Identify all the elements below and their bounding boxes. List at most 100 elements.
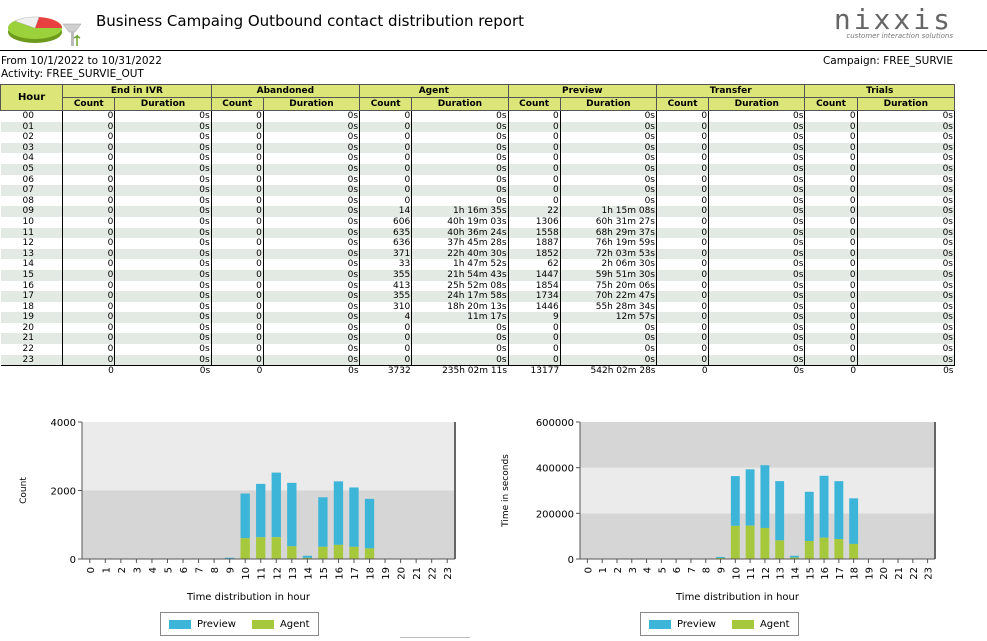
count-cell: 0 (804, 195, 858, 207)
count-cell: 636 (359, 238, 413, 249)
count-cell: 0 (656, 344, 710, 355)
duration-header: Duration (114, 97, 212, 111)
plot-band (580, 467, 935, 514)
duration-cell: 0s (263, 153, 361, 164)
duration-cell: 55h 28m 34s (560, 301, 657, 313)
duration-cell: 0s (114, 344, 212, 355)
count-cell: 310 (359, 301, 413, 313)
bar-agent (271, 537, 281, 559)
duration-cell: 0s (263, 322, 361, 334)
duration-cell: 22h 40m 30s (411, 248, 509, 260)
count-cell: 0 (62, 322, 116, 334)
x-tick-label: 21 (412, 567, 423, 580)
count-cell: 0 (211, 238, 264, 249)
total-cell: 0 (62, 365, 115, 377)
duration-cell: 25h 52m 08s (411, 280, 509, 292)
table-row: 16 0 0s 0 0s 413 25h 52m 08s 1854 75h 20m 06s 0 0s… (0, 280, 956, 292)
count-cell: 0 (211, 301, 264, 313)
table-row: 05 0 0s 0 0s 0 0s 0 0s 0 0s 0 0s (0, 163, 956, 175)
duration-cell: 40h 19m 03s (411, 216, 509, 228)
bar-agent (240, 538, 250, 559)
duration-cell: 0s (857, 132, 956, 143)
count-cell: 0 (508, 174, 561, 186)
count-cell: 0 (656, 227, 710, 239)
legend-item-preview: Preview (169, 619, 236, 630)
preview-swatch (169, 619, 191, 629)
count-cell: 0 (359, 163, 413, 175)
duration-cell: 0s (263, 259, 361, 270)
duration-cell: 24h 17m 58s (411, 291, 509, 302)
x-axis-label: Time distribution in hour (675, 592, 800, 603)
count-cell: 4 (359, 312, 413, 323)
count-cell: 635 (359, 227, 413, 239)
x-tick-label: 20 (397, 567, 408, 580)
total-cell: 0 (804, 365, 858, 377)
legend-item-preview: Preview (649, 619, 716, 630)
x-tick-label: 23 (924, 567, 935, 580)
count-cell: 0 (656, 110, 710, 122)
count-cell: 413 (359, 280, 413, 292)
count-cell: 0 (359, 322, 413, 334)
bar-agent (760, 527, 770, 559)
count-cell: 0 (656, 333, 710, 345)
x-tick-label: 10 (241, 567, 252, 580)
hour-cell: 10 (0, 216, 64, 228)
count-cell: 0 (804, 280, 858, 292)
duration-cell: 0s (857, 216, 956, 228)
group-header: Transfer (655, 84, 806, 98)
duration-cell: 0s (560, 110, 657, 122)
duration-cell: 0s (708, 269, 806, 281)
count-cell: 0 (804, 142, 858, 154)
count-cell: 0 (62, 110, 116, 122)
distribution-table: Hour End in IVR Abandoned Agent Preview Tran… (0, 84, 956, 377)
duration-cell: 0s (708, 142, 806, 154)
duration-cell: 0s (411, 354, 509, 366)
duration-header: Duration (856, 97, 956, 111)
count-cell: 0 (211, 121, 264, 133)
bar-preview (287, 482, 297, 547)
count-cell: 0 (62, 301, 116, 313)
bar-preview (730, 476, 740, 526)
group-header: Agent (359, 84, 509, 98)
y-tick-label: 4000 (51, 418, 76, 429)
duration-cell: 0s (857, 153, 956, 164)
x-tick-label: 2 (613, 567, 624, 573)
duration-cell: 0s (560, 153, 657, 164)
count-cell: 0 (508, 185, 561, 196)
x-tick-label: 10 (731, 567, 742, 580)
total-cell: 542h 02m 28s (560, 365, 657, 377)
duration-cell: 0s (708, 322, 806, 334)
duration-cell: 0s (708, 248, 806, 260)
hour-cell: 00 (0, 110, 64, 122)
duration-cell: 0s (114, 248, 212, 260)
duration-cell: 0s (857, 301, 956, 313)
count-cell: 0 (804, 163, 858, 175)
table-row: 02 0 0s 0 0s 0 0s 0 0s 0 0s 0 0s (0, 132, 956, 143)
y-tick-label: 0 (568, 555, 574, 566)
plot-band (82, 422, 455, 491)
duration-cell: 0s (857, 259, 956, 270)
count-cell: 0 (508, 132, 561, 143)
legend-item-agent: Agent (731, 619, 790, 630)
table-row: 20 0 0s 0 0s 0 0s 0 0s 0 0s 0 0s (0, 322, 956, 334)
table-row: 13 0 0s 0 0s 371 22h 40m 30s 1852 72h 03m 53s 0 0s… (0, 248, 956, 260)
duration-cell: 0s (114, 227, 212, 239)
duration-cell: 0s (857, 280, 956, 292)
table-row: 01 0 0s 0 0s 0 0s 0 0s 0 0s 0 0s (0, 121, 956, 133)
duration-cell: 0s (857, 142, 956, 154)
hour-cell: 22 (0, 344, 64, 355)
x-tick-label: 22 (428, 567, 439, 580)
duration-cell: 0s (263, 132, 361, 143)
legend-label-preview: Preview (677, 618, 716, 630)
hour-cell: 23 (0, 354, 64, 366)
count-cell: 0 (656, 132, 710, 143)
count-cell: 0 (656, 238, 710, 249)
bar-preview (716, 556, 725, 558)
count-cell: 0 (211, 206, 264, 217)
x-tick-label: 2 (117, 567, 128, 573)
bar-agent (849, 543, 859, 559)
duration-cell: 0s (114, 333, 212, 345)
count-cell: 0 (211, 153, 264, 164)
hour-cell: 11 (0, 227, 64, 239)
